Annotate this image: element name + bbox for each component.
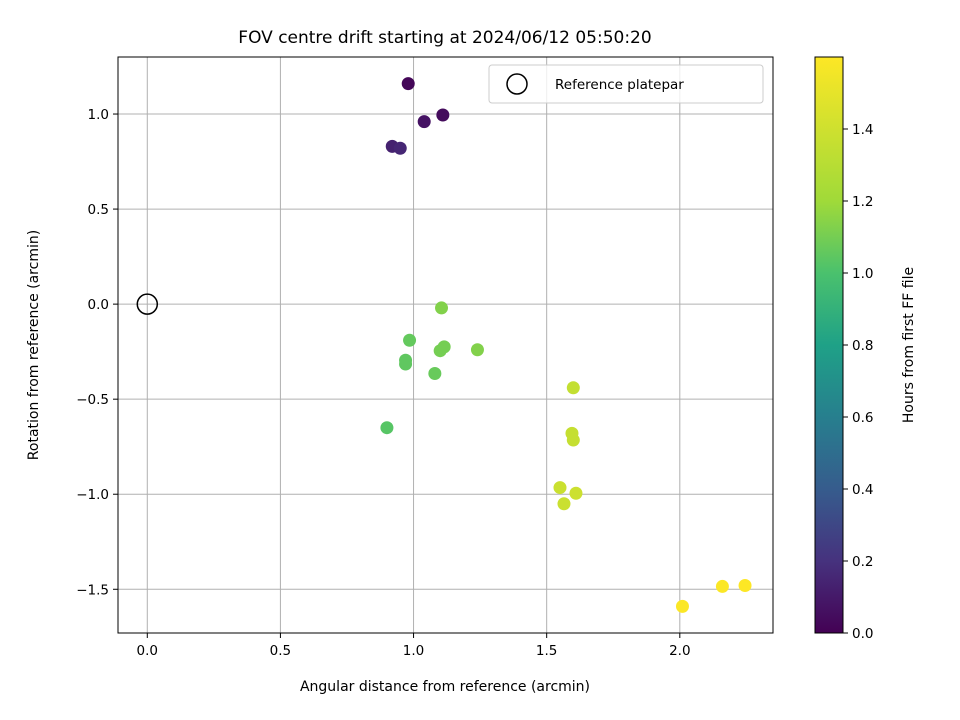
- x-axis-label: Angular distance from reference (arcmin): [300, 679, 590, 695]
- colorbar-tick-label: 0.8: [852, 338, 873, 354]
- y-tick-label: 0.0: [88, 297, 109, 313]
- chart-title: FOV centre drift starting at 2024/06/12 …: [238, 28, 651, 48]
- colorbar-tick-label: 1.0: [852, 266, 873, 282]
- legend-box: [488, 64, 764, 104]
- data-point: [566, 381, 580, 395]
- colorbar-tick-label: 1.4: [852, 122, 873, 138]
- plot-frame: [117, 56, 774, 634]
- colorbar-ticks: 0.0 0.2 0.4 0.6 0.8 1.0 1.2 1.4: [843, 122, 873, 642]
- colorbar-label: Hours from first FF file: [901, 267, 917, 423]
- data-point: [399, 357, 413, 371]
- data-points: [380, 77, 752, 613]
- legend-marker-icon: [506, 73, 528, 95]
- data-point: [436, 108, 450, 122]
- reference-platepar-marker: [136, 293, 159, 315]
- colorbar: [814, 56, 844, 634]
- colorbar-tick-label: 0.6: [852, 410, 873, 426]
- data-point: [403, 333, 417, 347]
- data-point: [428, 367, 442, 381]
- colorbar-tick-label: 0.2: [852, 554, 873, 570]
- data-point: [569, 486, 583, 500]
- colorbar-tick-label: 0.0: [852, 626, 873, 642]
- data-point: [470, 343, 484, 357]
- x-tick-label: 2.0: [669, 643, 690, 659]
- data-point: [557, 497, 571, 511]
- data-point: [566, 433, 580, 447]
- x-tick-label: 1.0: [403, 643, 424, 659]
- data-point: [675, 599, 689, 613]
- data-point: [738, 578, 752, 592]
- data-point: [393, 141, 407, 155]
- x-tick-label: 0.0: [137, 643, 158, 659]
- y-tick-label: −1.5: [76, 582, 109, 598]
- colorbar-tick-label: 0.4: [852, 482, 873, 498]
- legend: Reference platepar: [488, 64, 764, 104]
- data-point: [433, 344, 447, 358]
- y-tick-label: −1.0: [76, 487, 109, 503]
- colorbar-tick-label: 1.2: [852, 194, 873, 210]
- axis-ticks: 0.0 0.5 1.0 1.5 2.0 1.0 0.5 0.0 −0.5 −1.0 −1.5: [76, 107, 690, 659]
- x-tick-label: 0.5: [270, 643, 291, 659]
- x-tick-label: 1.5: [536, 643, 557, 659]
- data-point: [401, 77, 415, 91]
- y-tick-label: −0.5: [76, 392, 109, 408]
- data-point: [715, 579, 729, 593]
- data-point: [435, 301, 449, 315]
- data-point: [553, 481, 567, 495]
- data-point: [380, 421, 394, 435]
- y-tick-label: 0.5: [88, 202, 109, 218]
- y-axis-label: Rotation from reference (arcmin): [26, 230, 42, 460]
- data-point: [417, 115, 431, 129]
- legend-label: Reference platepar: [555, 77, 684, 93]
- y-tick-label: 1.0: [88, 107, 109, 123]
